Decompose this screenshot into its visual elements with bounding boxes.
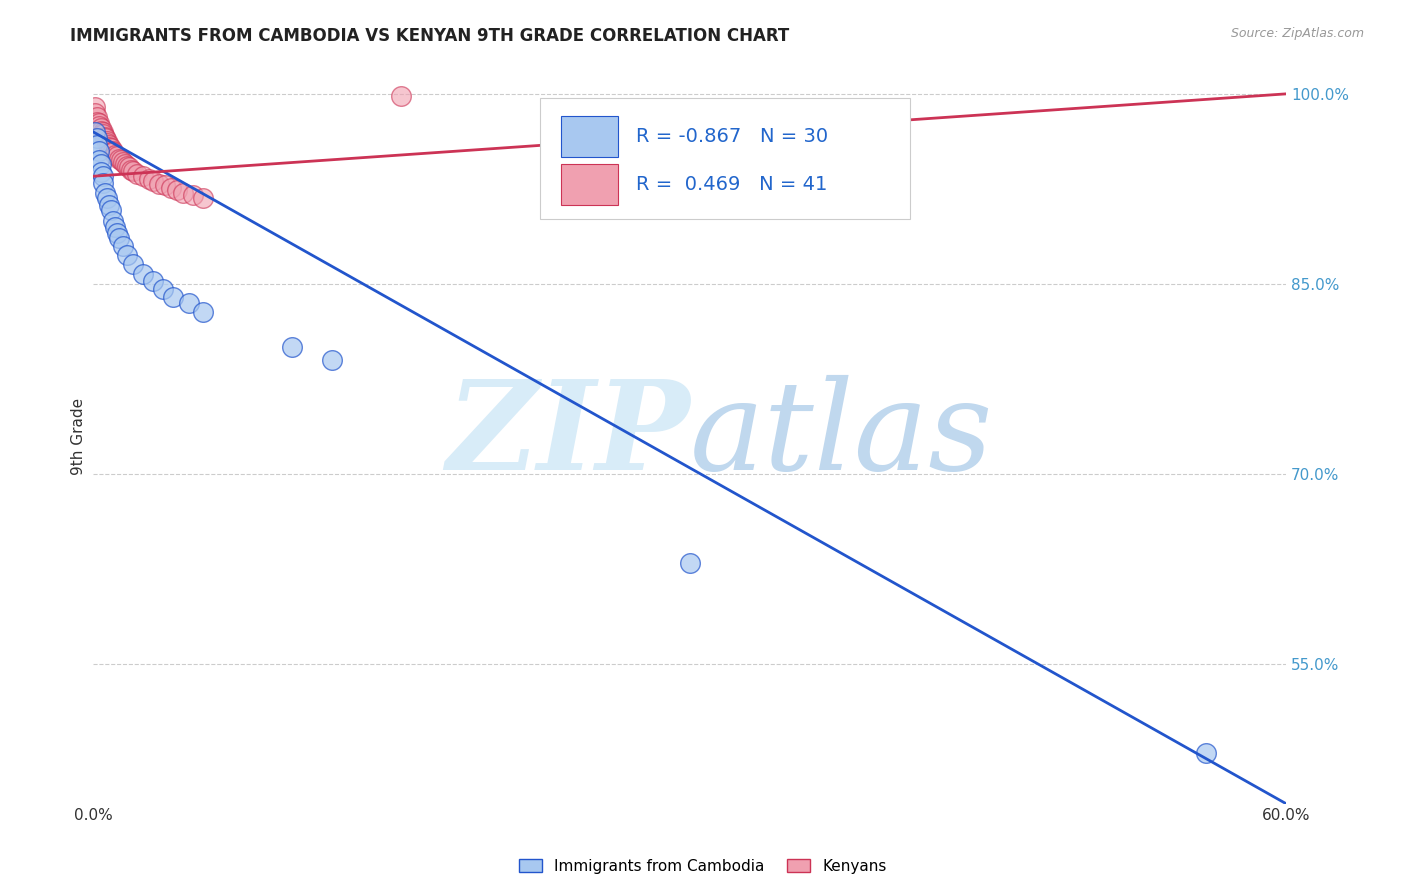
Point [86,131,108,145]
Text: atlas: atlas [689,376,993,497]
Point [89,153,111,167]
Point [678,556,700,570]
Point [181,188,204,202]
Point [111,239,134,253]
Point [89,119,111,133]
Point [96,134,118,148]
Point [115,248,138,262]
Point [91,176,114,190]
Point [84,125,107,139]
Point [389,89,412,103]
Point [94,131,117,145]
Point [125,167,148,181]
Point [104,219,127,234]
Point [281,340,304,354]
Point [91,125,114,139]
Point [84,106,107,120]
Point [142,275,165,289]
Y-axis label: 9th Grade: 9th Grade [72,398,86,475]
Point [110,153,132,167]
Text: Source: ZipAtlas.com: Source: ZipAtlas.com [1230,27,1364,40]
Point [89,116,111,130]
Point [91,169,114,184]
Legend: Immigrants from Cambodia, Kenyans: Immigrants from Cambodia, Kenyans [513,853,893,880]
Point [94,130,117,145]
Point [101,213,124,227]
Point [177,296,200,310]
Point [118,161,141,175]
Text: R =  0.469   N = 41: R = 0.469 N = 41 [636,175,827,194]
Point [111,155,134,169]
Point [86,110,108,124]
FancyBboxPatch shape [540,98,910,219]
Point [98,198,121,212]
Point [108,231,131,245]
Point [100,203,122,218]
Text: IMMIGRANTS FROM CAMBODIA VS KENYAN 9TH GRADE CORRELATION CHART: IMMIGRANTS FROM CAMBODIA VS KENYAN 9TH G… [70,27,790,45]
Bar [561,164,619,204]
Text: ZIP: ZIP [446,376,689,497]
Point [100,141,122,155]
Point [98,137,121,152]
Point [166,183,188,197]
Point [90,121,112,136]
Point [90,156,112,170]
Point [114,156,136,170]
Point [142,174,165,188]
Point [159,180,181,194]
Point [191,305,214,319]
Point [132,267,155,281]
Point [108,152,131,166]
Point [94,186,117,200]
Point [86,114,108,128]
Point [96,191,118,205]
Point [86,137,108,152]
Point [90,165,112,179]
Point [122,257,145,271]
Point [191,191,214,205]
Point [104,147,127,161]
Point [101,145,124,160]
Point [120,162,142,177]
Point [138,171,160,186]
Point [105,227,128,241]
Point [132,169,155,184]
Point [1195,746,1218,760]
Point [122,164,145,178]
Point [89,144,111,158]
Point [90,123,112,137]
Point [98,140,121,154]
Point [84,99,107,113]
Point [172,186,194,200]
Point [105,149,128,163]
Point [148,177,170,191]
Point [101,144,124,158]
Point [162,290,184,304]
Point [115,159,138,173]
Text: R = -0.867   N = 30: R = -0.867 N = 30 [636,127,828,146]
Point [91,128,114,142]
Point [321,353,343,368]
Bar [561,116,619,157]
Point [96,136,118,151]
Point [153,178,176,193]
Point [152,282,174,296]
